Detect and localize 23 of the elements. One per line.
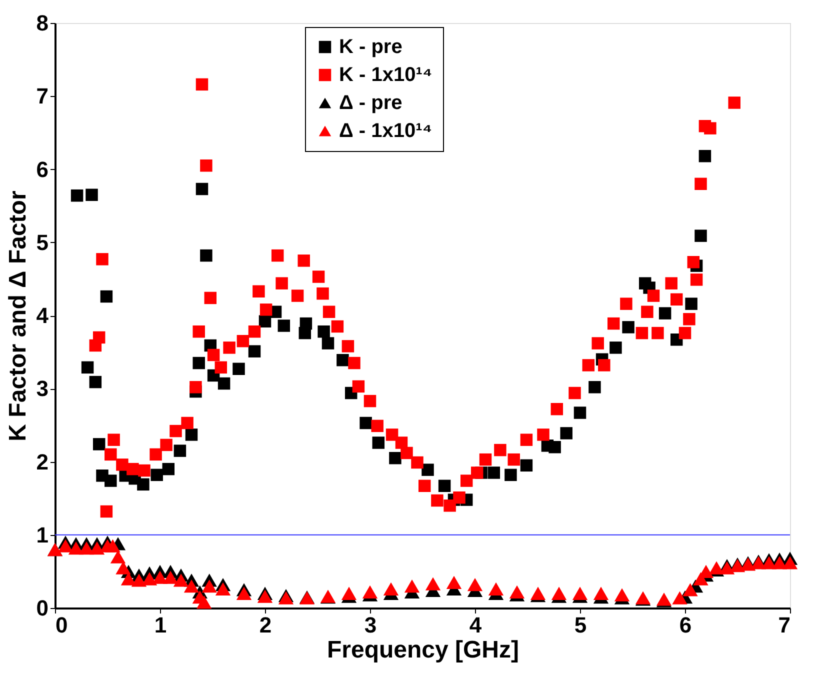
x-tick-label: 6 — [679, 612, 692, 638]
y-tick-label: 0 — [36, 596, 48, 620]
y-tick-label: 1 — [36, 522, 48, 548]
x-tick-label: 7 — [778, 612, 790, 638]
y-tick-label: 4 — [36, 303, 50, 328]
legend-label: Δ - 1x10¹⁴ — [339, 120, 432, 142]
legend-label: K - 1x10¹⁴ — [339, 64, 432, 86]
y-tick-label: 2 — [36, 449, 48, 474]
x-tick-label: 3 — [364, 612, 377, 638]
y-tick-label: 6 — [36, 156, 48, 182]
x-tick-label: 0 — [56, 612, 68, 638]
x-tick-label: 5 — [574, 612, 587, 638]
y-axis-title: K Factor and Δ Factor — [4, 190, 32, 442]
y-tick-label: 5 — [36, 230, 48, 255]
x-axis-title: Frequency [GHz] — [326, 636, 520, 664]
y-tick-label: 8 — [36, 10, 48, 36]
y-tick-label: 3 — [36, 376, 48, 402]
x-tick-label: 4 — [469, 612, 482, 638]
legend-label: K - pre — [339, 36, 402, 58]
y-tick-label: 7 — [36, 84, 48, 109]
x-tick-label: 2 — [259, 612, 272, 638]
x-tick-label: 1 — [154, 612, 167, 638]
legend-label: Δ - pre — [339, 92, 402, 114]
